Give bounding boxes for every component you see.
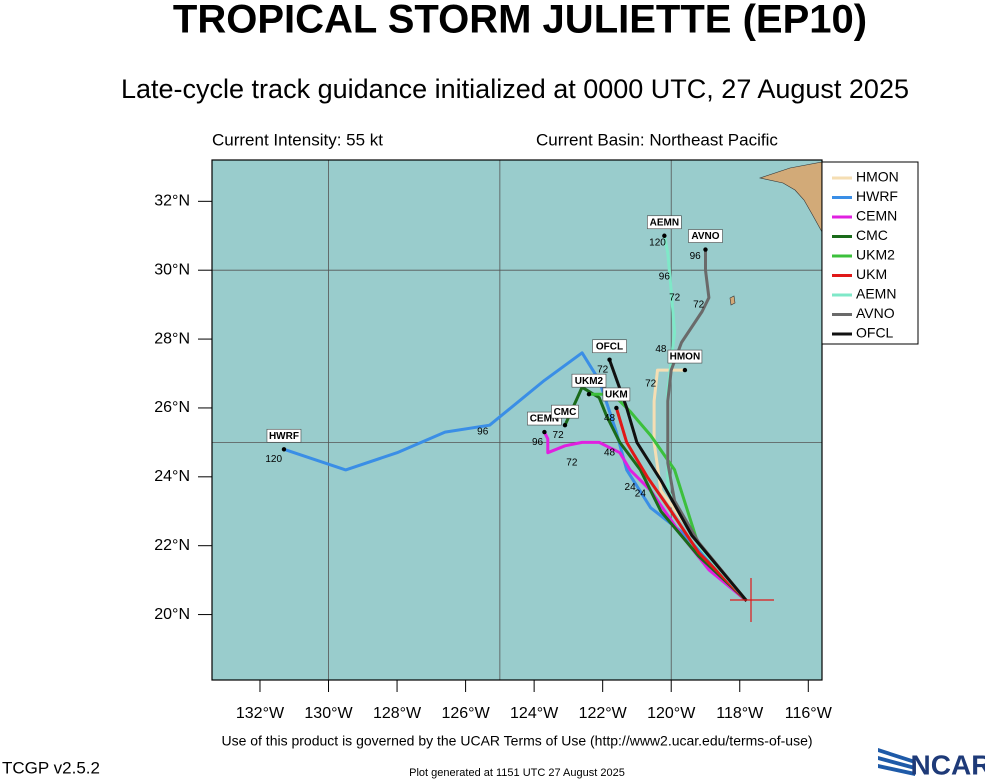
x-tick-label: 124°W: [510, 705, 559, 722]
legend-label: HWRF: [856, 188, 898, 204]
track: [666, 249, 748, 602]
y-tick-label: 26°N: [154, 399, 190, 416]
x-tick-label: 118°W: [716, 705, 764, 722]
legend-label: CMC: [856, 227, 888, 243]
track-end: [281, 447, 287, 452]
track-end: [662, 233, 667, 238]
hour-label: 72: [645, 378, 657, 389]
x-tick-label: 128°W: [373, 705, 422, 722]
track-name: AEMN: [650, 217, 679, 228]
y-tick-label: 20°N: [154, 606, 190, 623]
y-tick-label: 22°N: [154, 537, 190, 554]
track-name: HMON: [670, 352, 701, 363]
hour-label: 24: [625, 482, 637, 493]
y-tick-label: 24°N: [154, 468, 190, 485]
track-name: OFCL: [596, 341, 623, 352]
track-name-box: [688, 229, 723, 243]
track-end: [614, 405, 619, 411]
hour-label: 72: [669, 292, 681, 303]
track-end: [562, 422, 568, 428]
version: TCGP v2.5.2: [2, 758, 100, 777]
intensity: Current Intensity: 55 kt: [212, 130, 383, 149]
y-tick-label: 28°N: [154, 330, 190, 347]
track-end: [703, 247, 708, 252]
track-end: [682, 367, 688, 373]
grid: [212, 160, 822, 680]
logo-text: NCAR: [911, 749, 985, 780]
track-end: [542, 429, 547, 435]
track-name: UKM2: [575, 376, 604, 387]
x-tick-label: 130°W: [304, 705, 353, 722]
track-name: HWRF: [269, 431, 299, 442]
axes: 132°W 130°W 128°W 126°W 124°W 122°W 120°W 118°W…: [154, 169, 899, 723]
legend-label: OFCL: [856, 325, 894, 341]
ncar-logo: NCAR: [878, 748, 985, 780]
x-tick-label: 116°W: [785, 705, 833, 722]
y-tick-label: 30°N: [154, 261, 190, 278]
track-name-box: [266, 428, 302, 443]
track-name: CEMN: [530, 414, 559, 425]
plot-frame: [211, 159, 823, 681]
track-name: AVNO: [691, 231, 719, 242]
chart-subtitle: Late-cycle track guidance initialized at…: [121, 74, 909, 104]
hour-label: 24: [635, 489, 647, 500]
y-tick-label: 32°N: [154, 193, 190, 210]
track-name-box: [602, 387, 631, 402]
hour-label: 96: [690, 251, 702, 262]
x-tick-label: 132°W: [236, 705, 285, 722]
chart-title: TROPICAL STORM JULIETTE (EP10): [173, 0, 867, 42]
hour-label: 120: [265, 454, 282, 465]
land: [758, 161, 823, 234]
x-tick-label: 122°W: [579, 705, 628, 722]
terms: Use of this product is governed by the U…: [221, 733, 812, 749]
hour-label: 96: [659, 272, 671, 283]
track-end: [607, 357, 612, 362]
legend-label: AEMN: [856, 286, 896, 302]
legend-label: HMON: [856, 169, 899, 185]
hour-label: 72: [693, 299, 705, 310]
track-name-box: [647, 215, 682, 230]
hour-label: 48: [655, 344, 667, 355]
track-name: CMC: [554, 407, 577, 418]
basin: Current Basin: Northeast Pacific: [536, 130, 778, 149]
track: [563, 385, 748, 602]
track-name-box: [667, 349, 703, 364]
hour-label: 72: [566, 458, 578, 469]
track-end: [586, 391, 592, 397]
island: [729, 295, 736, 306]
current-position: [730, 578, 774, 622]
legend-label: CEMN: [856, 208, 897, 224]
hour-label: 120: [649, 237, 666, 248]
hour-label: 72: [597, 365, 609, 376]
track-name-box: [551, 404, 579, 419]
track: [283, 351, 748, 602]
track-name-box: [592, 339, 627, 354]
hour-label: 48: [604, 413, 616, 424]
generated: Plot generated at 1151 UTC 27 August 202…: [409, 767, 625, 779]
legend-label: UKM: [856, 266, 887, 282]
hour-label: 96: [477, 427, 489, 438]
track: [614, 407, 748, 602]
legend-label: UKM2: [856, 247, 895, 263]
hour-label: 72: [553, 430, 565, 441]
track-name: UKM: [605, 390, 628, 401]
x-tick-label: 126°W: [441, 705, 490, 722]
hour-label: 48: [604, 447, 616, 458]
hour-label: 96: [532, 437, 544, 448]
x-tick-label: 120°W: [647, 705, 696, 722]
legend-label: AVNO: [856, 305, 895, 321]
track-name-box: [571, 373, 607, 388]
ocean: [212, 160, 822, 680]
